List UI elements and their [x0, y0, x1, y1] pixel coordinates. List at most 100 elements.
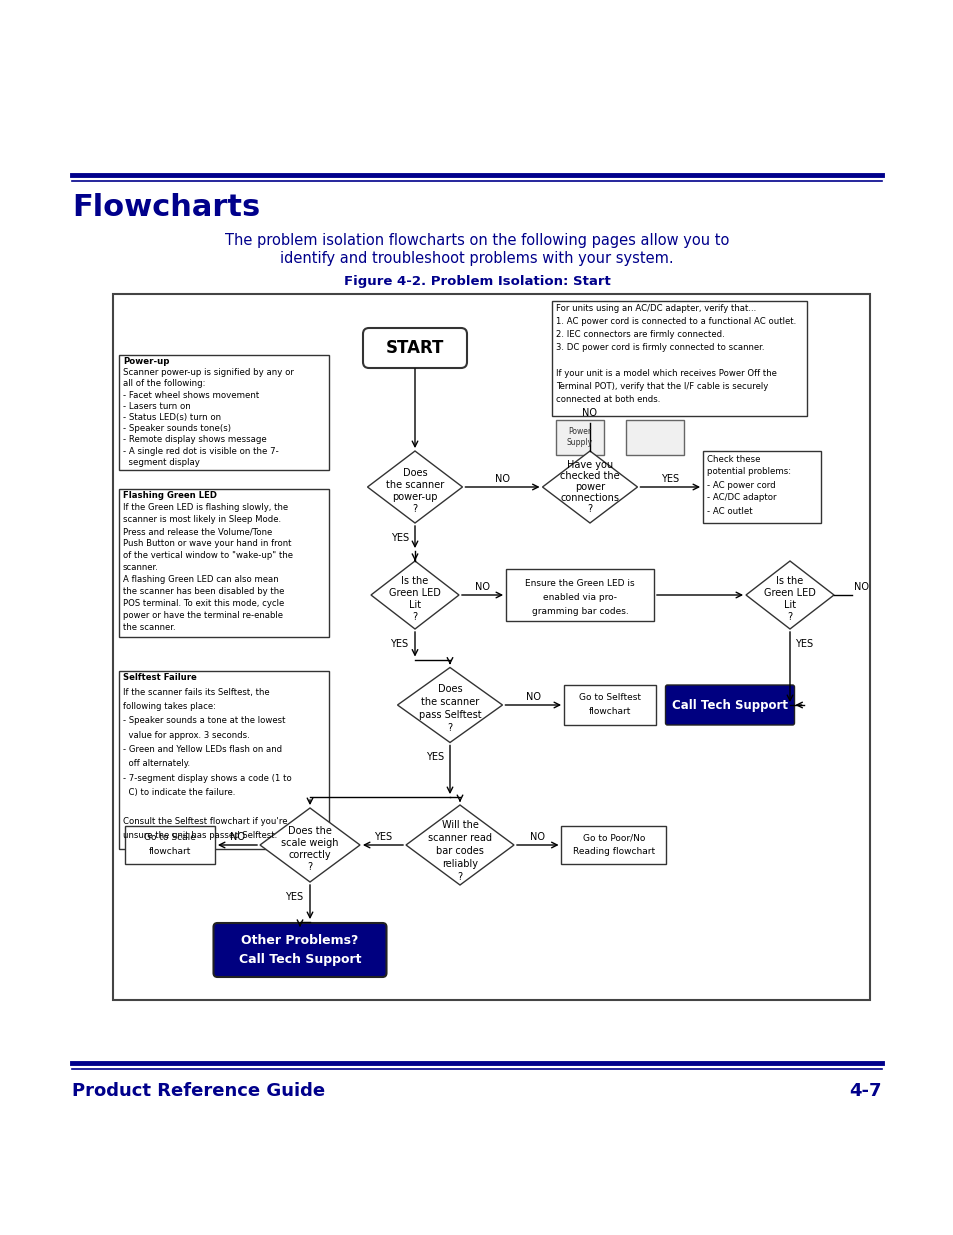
Text: pass Selftest: pass Selftest: [418, 710, 481, 720]
Bar: [625, 420, 683, 454]
Text: Does: Does: [437, 684, 462, 694]
Polygon shape: [371, 561, 458, 629]
Bar: [119, 671, 329, 848]
Text: Press and release the Volume/Tone: Press and release the Volume/Tone: [123, 527, 272, 536]
Text: scanner read: scanner read: [428, 832, 492, 844]
Text: NO: NO: [530, 832, 545, 842]
Text: YES: YES: [660, 474, 679, 484]
Text: - Green and Yellow LEDs flash on and: - Green and Yellow LEDs flash on and: [123, 745, 282, 755]
Text: power or have the terminal re-enable: power or have the terminal re-enable: [123, 611, 283, 620]
Bar: [563, 685, 656, 725]
Bar: [119, 354, 329, 469]
Polygon shape: [260, 808, 359, 882]
Text: Product Reference Guide: Product Reference Guide: [71, 1082, 325, 1100]
Text: YES: YES: [425, 752, 443, 762]
Text: Selftest Failure: Selftest Failure: [123, 673, 196, 683]
Text: NO: NO: [495, 474, 510, 484]
Text: - Speaker sounds a tone at the lowest: - Speaker sounds a tone at the lowest: [123, 716, 285, 725]
Text: the scanner.: the scanner.: [123, 624, 175, 632]
Text: Is the: Is the: [776, 576, 802, 585]
Text: If the Green LED is flashing slowly, the: If the Green LED is flashing slowly, the: [123, 504, 288, 513]
Text: Other Problems?: Other Problems?: [241, 934, 358, 946]
Text: of the vertical window to "wake-up" the: of the vertical window to "wake-up" the: [123, 552, 293, 561]
Text: YES: YES: [390, 638, 408, 650]
Text: the scanner has been disabled by the: the scanner has been disabled by the: [123, 588, 284, 597]
Text: - AC outlet: - AC outlet: [706, 506, 752, 515]
Text: Call Tech Support: Call Tech Support: [238, 953, 361, 967]
Text: - A single red dot is visible on the 7-: - A single red dot is visible on the 7-: [123, 447, 278, 456]
Polygon shape: [397, 667, 502, 742]
Text: Consult the Selftest flowchart if you're: Consult the Selftest flowchart if you're: [123, 816, 287, 825]
Text: NO: NO: [854, 582, 868, 592]
Text: gramming bar codes.: gramming bar codes.: [531, 606, 628, 615]
Text: bar codes: bar codes: [436, 846, 483, 856]
Text: correctly: correctly: [289, 850, 331, 860]
Text: Terminal POT), verify that the I/F cable is securely: Terminal POT), verify that the I/F cable…: [556, 382, 768, 391]
Text: Green LED: Green LED: [389, 588, 440, 598]
Text: - AC/DC adaptor: - AC/DC adaptor: [706, 494, 776, 503]
Text: the scanner: the scanner: [385, 480, 444, 490]
Text: NO: NO: [525, 692, 540, 701]
Text: YES: YES: [794, 638, 812, 650]
Text: - 7-segment display shows a code (1 to: - 7-segment display shows a code (1 to: [123, 773, 292, 783]
Text: Green LED: Green LED: [763, 588, 815, 598]
Text: Figure 4-2. Problem Isolation: Start: Figure 4-2. Problem Isolation: Start: [343, 275, 610, 289]
Text: unsure the unit has passed Selftest.: unsure the unit has passed Selftest.: [123, 831, 277, 840]
Bar: [552, 300, 806, 415]
Polygon shape: [745, 561, 833, 629]
Text: Lit: Lit: [783, 600, 795, 610]
FancyBboxPatch shape: [213, 923, 386, 977]
Text: The problem isolation flowcharts on the following pages allow you to: The problem isolation flowcharts on the …: [225, 232, 728, 247]
Bar: [505, 569, 654, 621]
Text: Push Button or wave your hand in front: Push Button or wave your hand in front: [123, 540, 292, 548]
Text: - Facet wheel shows movement: - Facet wheel shows movement: [123, 390, 259, 400]
Text: NO: NO: [475, 582, 490, 592]
Text: If your unit is a model which receives Power Off the: If your unit is a model which receives P…: [556, 369, 777, 378]
Text: all of the following:: all of the following:: [123, 379, 205, 388]
Text: YES: YES: [285, 892, 303, 902]
Text: If the scanner fails its Selftest, the: If the scanner fails its Selftest, the: [123, 688, 270, 697]
Text: following takes place:: following takes place:: [123, 703, 215, 711]
Text: Does the: Does the: [288, 826, 332, 836]
Text: Go to Selftest: Go to Selftest: [578, 694, 640, 703]
Text: 1. AC power cord is connected to a functional AC outlet.: 1. AC power cord is connected to a funct…: [556, 317, 796, 326]
FancyBboxPatch shape: [363, 329, 467, 368]
Text: C) to indicate the failure.: C) to indicate the failure.: [123, 788, 235, 797]
Text: For units using an AC/DC adapter, verify that...: For units using an AC/DC adapter, verify…: [556, 304, 756, 312]
Text: 3. DC power cord is firmly connected to scanner.: 3. DC power cord is firmly connected to …: [556, 343, 764, 352]
Polygon shape: [542, 451, 637, 522]
Text: A flashing Green LED can also mean: A flashing Green LED can also mean: [123, 576, 278, 584]
Text: Power
Supply: Power Supply: [566, 427, 593, 447]
Text: 2. IEC connectors are firmly connected.: 2. IEC connectors are firmly connected.: [556, 330, 724, 338]
Text: scanner.: scanner.: [123, 563, 159, 573]
Text: the scanner: the scanner: [420, 697, 478, 706]
Text: segment display: segment display: [123, 458, 200, 467]
Text: YES: YES: [374, 832, 392, 842]
Text: Have you: Have you: [566, 459, 613, 471]
Text: - Status LED(s) turn on: - Status LED(s) turn on: [123, 412, 221, 422]
Text: identify and troubleshoot problems with your system.: identify and troubleshoot problems with …: [280, 251, 673, 266]
Text: Call Tech Support: Call Tech Support: [671, 699, 787, 711]
Text: ?: ?: [456, 872, 462, 882]
Text: - Lasers turn on: - Lasers turn on: [123, 401, 191, 411]
Text: enabled via pro-: enabled via pro-: [542, 593, 617, 601]
Text: power: power: [575, 482, 604, 492]
Bar: [556, 420, 603, 454]
Text: connections: connections: [560, 493, 618, 503]
Text: off alternately.: off alternately.: [123, 760, 190, 768]
Text: checked the: checked the: [559, 471, 619, 480]
Text: ?: ?: [307, 862, 313, 872]
Bar: [702, 451, 821, 522]
Bar: [112, 294, 869, 1000]
Text: START: START: [385, 338, 444, 357]
Text: Will the: Will the: [441, 820, 478, 830]
Text: flowchart: flowchart: [149, 847, 191, 857]
Text: NO: NO: [230, 832, 245, 842]
Text: YES: YES: [391, 534, 409, 543]
Text: flowchart: flowchart: [588, 708, 631, 716]
Text: Flowcharts: Flowcharts: [71, 193, 260, 221]
Text: ?: ?: [786, 613, 792, 622]
Text: reliably: reliably: [441, 860, 477, 869]
Bar: [119, 489, 329, 637]
Text: Check these: Check these: [706, 454, 760, 463]
